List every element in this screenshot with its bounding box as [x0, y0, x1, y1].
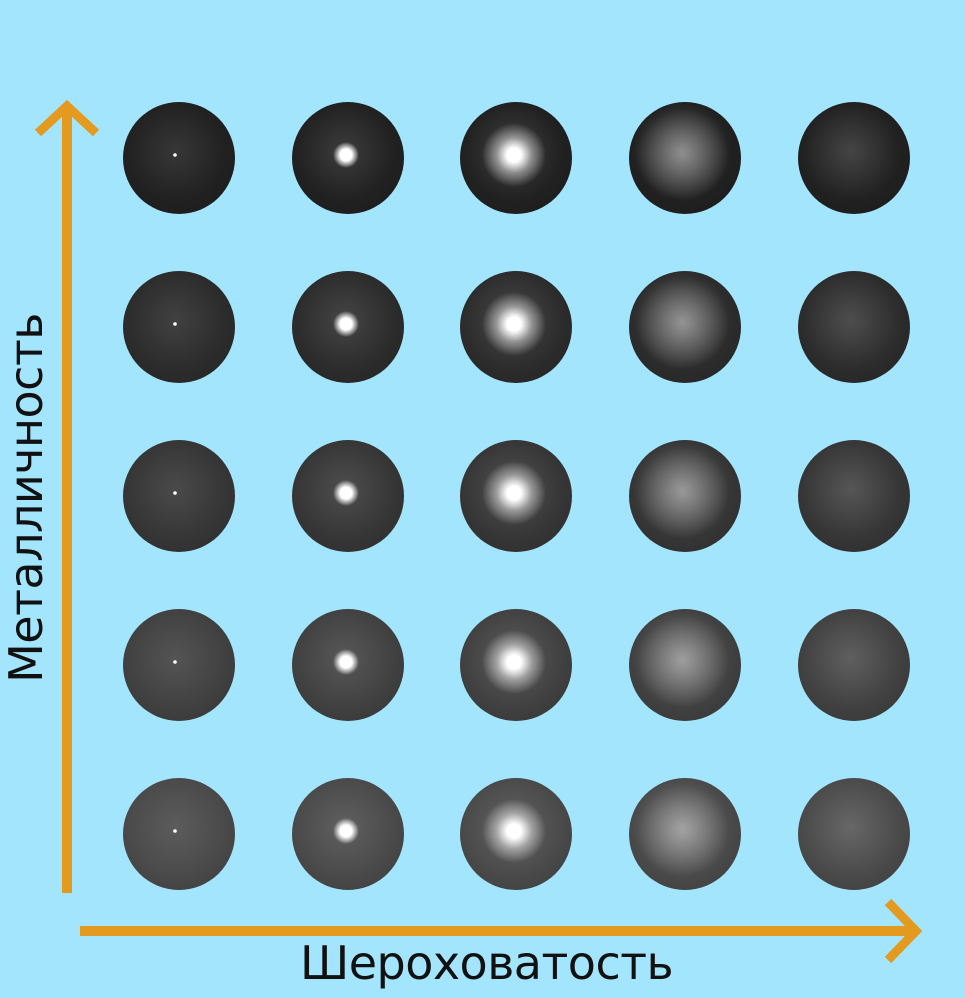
sphere-highlight — [482, 292, 546, 356]
sphere-highlight — [482, 630, 546, 694]
sphere-highlight — [173, 660, 177, 664]
sphere-highlight — [637, 109, 729, 201]
sphere-highlight — [637, 447, 729, 539]
sphere-highlight — [637, 616, 729, 708]
sphere-r1-c5 — [798, 102, 910, 214]
sphere-highlight — [333, 649, 359, 675]
sphere-highlight — [482, 461, 546, 525]
sphere-highlight — [637, 278, 729, 370]
sphere-highlight — [333, 311, 359, 337]
sphere-highlight — [173, 491, 177, 495]
sphere-highlight — [482, 799, 546, 863]
sphere-highlight — [173, 153, 177, 157]
sphere-r4-c5 — [798, 609, 910, 721]
sphere-r2-c5 — [798, 271, 910, 383]
sphere-highlight — [173, 829, 177, 833]
sphere-r3-c1 — [123, 440, 235, 552]
sphere-highlight — [333, 480, 359, 506]
sphere-highlight — [637, 785, 729, 877]
sphere-highlight — [333, 818, 359, 844]
x-axis-arrow — [80, 898, 923, 964]
sphere-r5-c5 — [798, 778, 910, 890]
sphere-highlight — [333, 142, 359, 168]
y-axis-label: Металличность — [0, 313, 53, 683]
sphere-highlight — [482, 123, 546, 187]
sphere-r3-c5 — [798, 440, 910, 552]
sphere-r5-c1 — [123, 778, 235, 890]
x-axis-label: Шероховатость — [300, 936, 674, 990]
sphere-highlight — [173, 322, 177, 326]
sphere-grid — [123, 102, 910, 890]
sphere-r2-c1 — [123, 271, 235, 383]
sphere-r1-c1 — [123, 102, 235, 214]
sphere-r4-c1 — [123, 609, 235, 721]
y-axis-arrow — [34, 99, 100, 893]
